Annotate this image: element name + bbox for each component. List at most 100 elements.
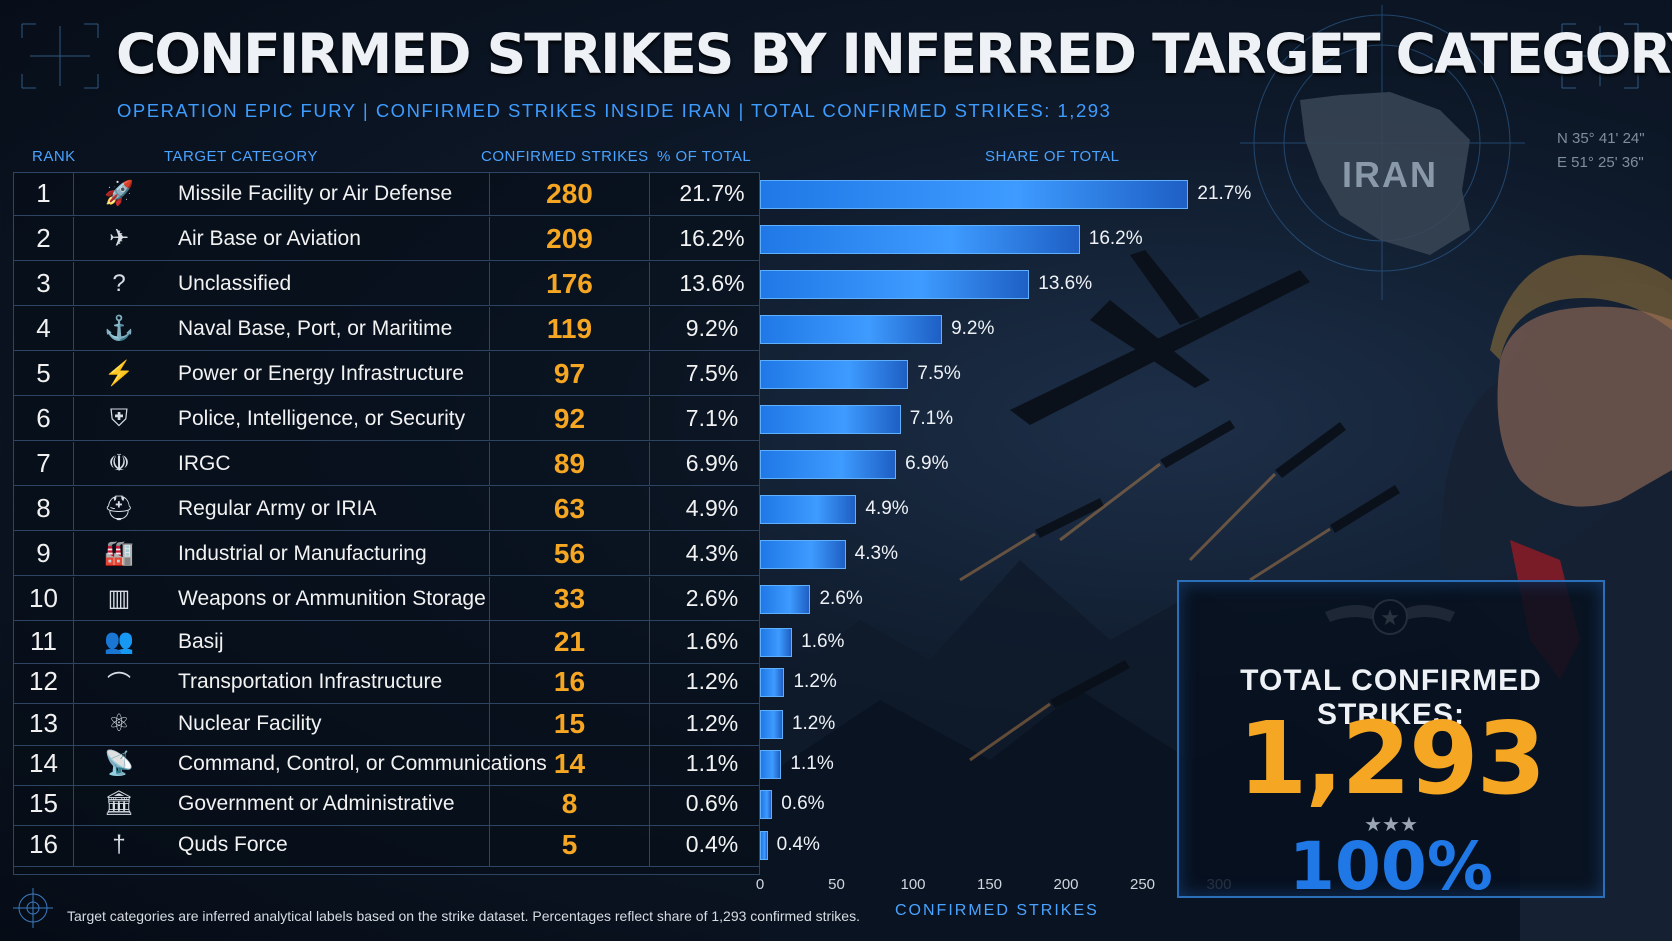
bar-data-label: 7.5%: [917, 363, 961, 384]
bar-data-label: 13.6%: [1038, 273, 1093, 294]
table-row: 13 ⚛ Nuclear Facility 15 1.2%: [14, 702, 759, 746]
government-building-icon: 🏛: [103, 790, 135, 817]
category-label: Transportation Infrastructure: [164, 660, 490, 703]
bar: [760, 539, 846, 569]
map-label: IRAN: [1342, 154, 1438, 195]
rank-cell: 13: [14, 702, 74, 745]
stars-icon: ★★★: [1364, 814, 1418, 836]
category-label: Command, Control, or Communications: [164, 742, 547, 785]
coordinate-lat: N 35° 41' 24": [1557, 130, 1645, 147]
table-row: 3? Unclassified 176 13.6%: [14, 262, 759, 306]
table-row: 1 🚀 Missile Facility or Air Defense 280 21.7…: [14, 172, 759, 216]
bar: [760, 789, 773, 819]
rank-cell: 6: [14, 397, 74, 440]
rank-cell: 3: [14, 262, 74, 305]
irgc-emblem-icon: ☫: [108, 450, 130, 477]
missile-icon: [1035, 420, 1400, 708]
percent-value: 1.2%: [685, 710, 739, 736]
category-label: Government or Administrative: [164, 782, 490, 825]
x-axis-title: CONFIRMED STRIKES: [895, 902, 1099, 919]
total-percent: 100%: [1289, 828, 1493, 905]
bar-data-label: 4.9%: [865, 498, 909, 519]
bar: [760, 314, 943, 344]
bar-data-label: 1.6%: [801, 631, 845, 652]
x-tick-label: 50: [828, 876, 845, 893]
strike-count: 15: [490, 702, 650, 745]
rank-cell: 5: [14, 352, 74, 395]
category-label: Basij: [164, 620, 490, 663]
table-row: 8 ⛑ Regular Army or IRIA 63 4.9%: [14, 487, 759, 531]
table-row: 6 ⛨ Police, Intelligence, or Security 92 7.1…: [14, 397, 759, 441]
factory-icon: 🏭: [104, 540, 134, 567]
percent-value: 6.9%: [685, 450, 739, 476]
bar-data-label: 6.9%: [905, 453, 949, 474]
radar-crosshair-icon: [1240, 5, 1525, 300]
category-label: Industrial or Manufacturing: [164, 532, 490, 575]
table-row: 5 ⚡ Power or Energy Infrastructure 97 7.5%: [14, 352, 759, 396]
category-label: Regular Army or IRIA: [164, 487, 490, 530]
footnote: Target categories are inferred analytica…: [67, 908, 860, 924]
iran-map-icon: [1300, 92, 1470, 255]
bar: [760, 224, 1080, 254]
category-label: Unclassified: [164, 262, 490, 305]
table-row: 11 👥 Basij 21 1.6%: [14, 620, 759, 664]
rank-cell: 15: [14, 782, 74, 825]
dagger-icon: †: [112, 830, 126, 858]
percent-value: 1.6%: [685, 628, 739, 654]
table-row: 15 🏛 Government or Administrative 8 0.6%: [14, 782, 759, 826]
strike-count: 92: [490, 397, 650, 440]
category-label: IRGC: [164, 442, 490, 485]
category-label: Nuclear Facility: [164, 702, 490, 745]
percent-value: 1.1%: [685, 750, 739, 776]
bar: [760, 449, 897, 479]
strike-count: 5: [490, 823, 650, 866]
chart-title: CONFIRMED STRIKES BY INFERRED TARGET CAT…: [116, 22, 1672, 86]
rank-cell: 11: [14, 620, 74, 663]
airplane-icon: ✈: [108, 225, 130, 252]
bar-data-label: 16.2%: [1088, 228, 1143, 249]
table-row: 2 ✈ Air Base or Aviation 209 16.2%: [14, 217, 759, 261]
percent-value: 1.2%: [685, 668, 739, 694]
strike-count: 8: [490, 782, 650, 825]
bar-data-label: 7.1%: [909, 408, 954, 429]
rank-cell: 12: [14, 660, 74, 703]
strike-count: 119: [490, 307, 650, 350]
bar-data-label: 4.3%: [854, 543, 898, 564]
percent-value: 7.1%: [685, 405, 739, 431]
table-row: 10 ▥ Weapons or Ammunition Storage 33 2.6%: [14, 577, 759, 621]
x-tick-label: 150: [976, 876, 1003, 893]
atom-icon: ⚛: [108, 710, 130, 737]
strike-count: 209: [490, 217, 650, 260]
target-crosshair-icon: [13, 888, 53, 928]
bar-data-label: 21.7%: [1197, 183, 1252, 204]
helmet-icon: ⛑: [103, 495, 135, 522]
rank-cell: 14: [14, 742, 74, 785]
strike-count: 176: [490, 262, 650, 305]
rank-cell: 9: [14, 532, 74, 575]
total-panel: TOTAL CONFIRMED STRIKES: 1,293 ★★★ 100%: [1177, 580, 1605, 905]
percent-value: 0.6%: [685, 790, 739, 816]
strike-count: 89: [490, 442, 650, 485]
table-row: 16 † Quds Force 5 0.4%: [14, 823, 759, 867]
header-share: SHARE OF TOTAL: [985, 148, 1120, 165]
rank-cell: 4: [14, 307, 74, 350]
header-strikes: CONFIRMED STRIKES: [481, 148, 649, 165]
percent-value: 13.6%: [679, 270, 745, 296]
bar-data-label: 9.2%: [951, 318, 995, 339]
category-label: Power or Energy Infrastructure: [164, 352, 490, 395]
percent-value: 4.3%: [685, 540, 739, 566]
header-rank: RANK: [32, 148, 76, 165]
power-tower-icon: ⚡: [104, 360, 134, 387]
rank-cell: 2: [14, 217, 74, 260]
ammo-storage-icon: ▥: [107, 585, 131, 612]
category-label: Police, Intelligence, or Security: [164, 397, 490, 440]
strike-count: 56: [490, 532, 650, 575]
bar-data-label: 1.2%: [791, 713, 836, 734]
table-row: 12 ⌒ Transportation Infrastructure 16 1.2%: [14, 660, 759, 704]
table-row: 9 🏭 Industrial or Manufacturing 56 4.3%: [14, 532, 759, 576]
missile-trail-icon: [959, 462, 1331, 762]
people-group-icon: 👥: [104, 628, 134, 655]
rank-cell: 16: [14, 823, 74, 866]
bar: [760, 830, 768, 860]
bar: [760, 627, 793, 657]
